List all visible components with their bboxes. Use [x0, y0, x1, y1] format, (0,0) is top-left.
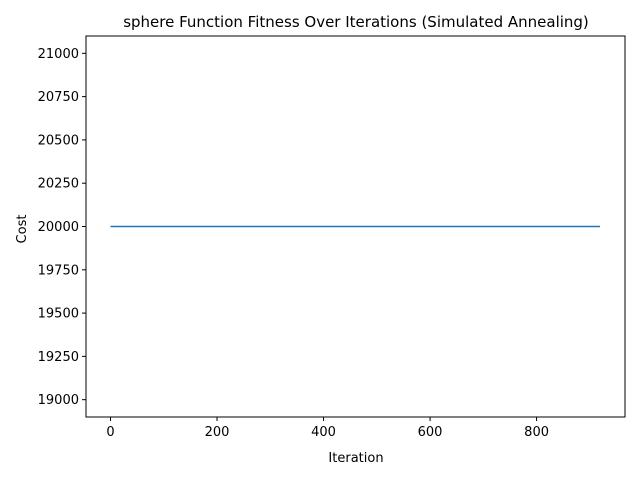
y-tick-label: 21000: [38, 47, 79, 62]
y-tick-label: 20250: [38, 177, 79, 192]
y-tick-label: 19750: [38, 263, 79, 278]
x-tick-label: 800: [524, 425, 549, 440]
x-axis-ticks: 0 200 400 600 800: [106, 417, 549, 440]
x-tick-label: 0: [106, 425, 114, 440]
y-tick-label: 20750: [38, 90, 79, 105]
chart-title: sphere Function Fitness Over Iterations …: [123, 13, 589, 31]
y-axis-ticks: 19000 19250 19500 19750 20000 20250 20500 20750…: [38, 47, 86, 408]
x-tick-label: 200: [205, 425, 230, 440]
y-axis-label: Cost: [15, 215, 30, 244]
y-tick-label: 19000: [38, 393, 79, 408]
y-tick-label: 19250: [38, 350, 79, 365]
y-tick-label: 19500: [38, 307, 79, 322]
x-tick-label: 400: [311, 425, 336, 440]
y-tick-label: 20000: [38, 220, 79, 235]
y-tick-label: 20500: [38, 133, 79, 148]
x-axis-label: Iteration: [328, 451, 383, 466]
plot-frame: [85, 35, 626, 418]
x-tick-label: 600: [418, 425, 443, 440]
